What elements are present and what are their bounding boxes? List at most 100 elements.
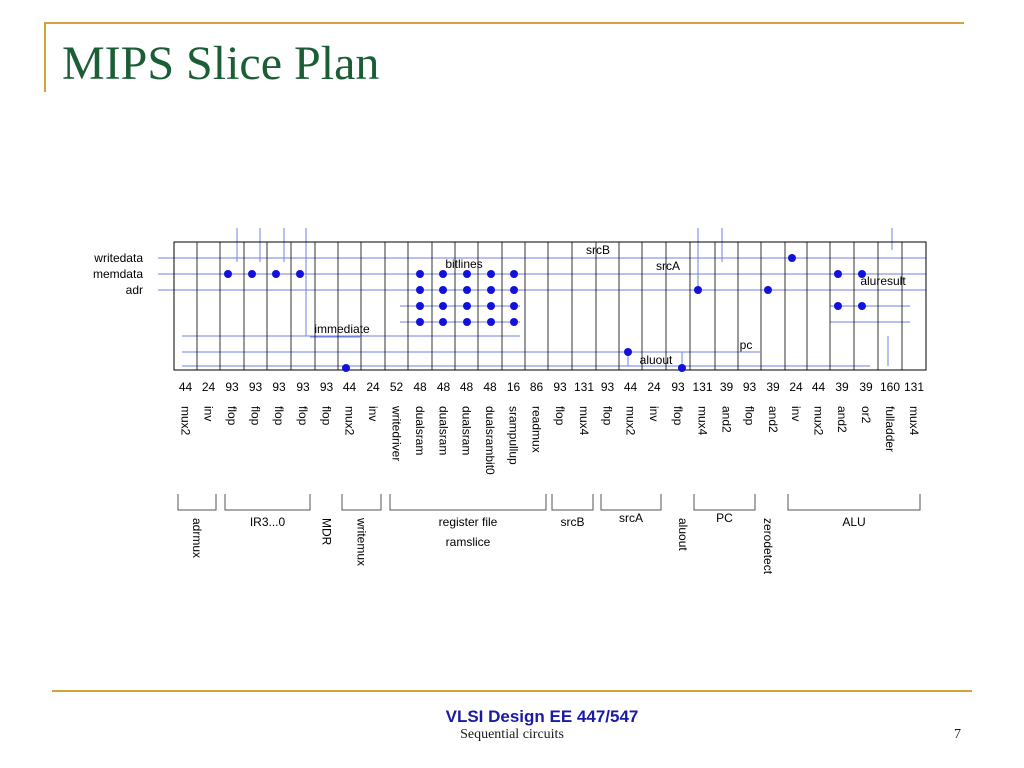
- cell-width-label: 93: [272, 380, 286, 394]
- contact-dot: [858, 270, 866, 278]
- cell-width-label: 93: [553, 380, 567, 394]
- cell-width-label: 131: [574, 380, 594, 394]
- cell-name-label: mux4: [577, 406, 591, 436]
- contact-dot: [510, 318, 518, 326]
- cell-name-label: flop: [296, 406, 310, 426]
- contact-dot: [624, 348, 632, 356]
- bus-label-bitlines: bitlines: [445, 257, 482, 271]
- cell-width-label: 93: [296, 380, 310, 394]
- cell-name-label: mux4: [696, 406, 710, 436]
- contact-dot: [248, 270, 256, 278]
- top-accent-line: [44, 22, 964, 24]
- cell-name-label: dualsrambit0: [483, 406, 497, 475]
- contact-dot: [416, 302, 424, 310]
- cell-name-label: and2: [766, 406, 780, 433]
- row-label-writedata: writedata: [93, 251, 143, 265]
- bus-label-aluresult: aluresult: [860, 274, 906, 288]
- cell-width-label: 93: [601, 380, 615, 394]
- contact-dot: [342, 364, 350, 372]
- contact-dot: [439, 302, 447, 310]
- contact-dot: [858, 302, 866, 310]
- contact-dot: [463, 286, 471, 294]
- course-title: VLSI Design EE 447/547: [445, 707, 639, 726]
- group-label-IR3...0: IR3...0: [250, 515, 286, 529]
- contact-dot: [834, 270, 842, 278]
- cell-width-label: 93: [671, 380, 685, 394]
- group-bracket: [341, 494, 382, 511]
- contact-dot: [272, 270, 280, 278]
- footer-subtitle: Sequential circuits: [460, 727, 564, 742]
- contact-dot: [487, 302, 495, 310]
- group-bracket: [600, 494, 662, 511]
- cell-name-label: readmux: [530, 406, 544, 453]
- cell-width-label: 44: [624, 380, 638, 394]
- cell-name-label: flop: [671, 406, 685, 426]
- contact-dot: [296, 270, 304, 278]
- cell-name-label: flop: [553, 406, 567, 426]
- cell-width-label: 24: [366, 380, 380, 394]
- bus-label-aluout: aluout: [640, 353, 673, 367]
- cell-width-label: 48: [413, 380, 427, 394]
- group-label-srcB: srcB: [561, 515, 585, 529]
- group-label-zerodetect: zerodetect: [761, 518, 775, 575]
- group-bracket: [177, 494, 217, 511]
- contact-dot: [439, 286, 447, 294]
- cell-width-label: 160: [880, 380, 900, 394]
- group-label-adrmux: adrmux: [190, 518, 204, 558]
- cell-width-label: 93: [320, 380, 334, 394]
- group-label-ramslice: ramslice: [446, 535, 491, 549]
- cell-width-label: 93: [249, 380, 263, 394]
- cell-name-label: flop: [601, 406, 615, 426]
- contact-dot: [510, 270, 518, 278]
- cell-name-label: and2: [835, 406, 849, 433]
- row-label-memdata: memdata: [93, 267, 143, 281]
- bus-label-pc: pc: [740, 338, 753, 352]
- datapath-outline: [173, 241, 927, 371]
- cell-name-label: inv: [202, 406, 216, 421]
- cell-name-label: srampullup: [507, 406, 521, 465]
- cell-width-label: 39: [835, 380, 849, 394]
- row-label-adr: adr: [126, 283, 143, 297]
- contact-dot: [416, 318, 424, 326]
- cell-name-label: flop: [272, 406, 286, 426]
- group-bracket: [693, 494, 756, 511]
- cell-width-label: 39: [766, 380, 780, 394]
- bus-label-srcA: srcA: [656, 259, 680, 273]
- cell-name-label: dualsram: [460, 406, 474, 455]
- cell-name-label: fulladder: [883, 406, 897, 452]
- cell-name-label: or2: [859, 406, 873, 424]
- cell-width-label: 93: [225, 380, 239, 394]
- cell-width-label: 39: [859, 380, 873, 394]
- cell-name-label: writedriver: [390, 405, 404, 461]
- cell-width-label: 131: [904, 380, 924, 394]
- contact-dot: [678, 364, 686, 372]
- cell-name-label: flop: [320, 406, 334, 426]
- cell-name-label: flop: [743, 406, 757, 426]
- cell-width-label: 39: [720, 380, 734, 394]
- contact-dot: [463, 318, 471, 326]
- cell-name-label: mux2: [812, 406, 826, 436]
- cell-width-label: 24: [647, 380, 661, 394]
- contact-dot: [788, 254, 796, 262]
- group-bracket: [389, 494, 547, 511]
- contact-dot: [487, 318, 495, 326]
- cell-name-label: flop: [249, 406, 263, 426]
- group-bracket: [224, 494, 311, 511]
- group-label-register file: register file: [439, 515, 498, 529]
- cell-name-label: inv: [789, 406, 803, 421]
- contact-dot: [439, 318, 447, 326]
- contact-dot: [487, 270, 495, 278]
- contact-dot: [510, 286, 518, 294]
- cell-width-label: 16: [507, 380, 521, 394]
- cell-width-label: 93: [743, 380, 757, 394]
- group-label-MDR: MDR: [320, 518, 334, 546]
- contact-dot: [439, 270, 447, 278]
- footer-line: [52, 690, 972, 692]
- group-bracket: [787, 494, 921, 511]
- group-label-ALU: ALU: [842, 515, 865, 529]
- group-label-writemux: writemux: [355, 517, 369, 566]
- bus-label-immediate: immediate: [314, 322, 370, 336]
- cell-width-label: 131: [692, 380, 712, 394]
- cell-width-label: 86: [530, 380, 544, 394]
- cell-width-label: 24: [202, 380, 216, 394]
